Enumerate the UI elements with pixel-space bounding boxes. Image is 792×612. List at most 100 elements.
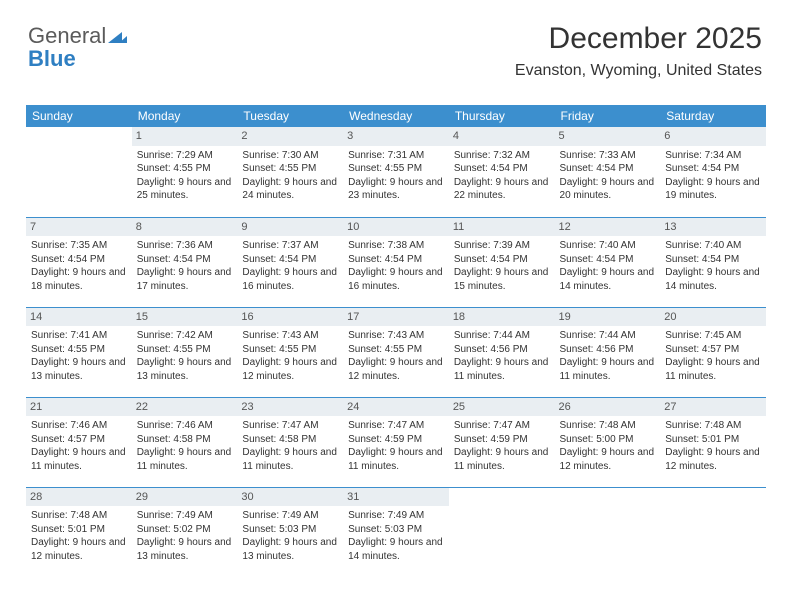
calendar-day-cell: 8Sunrise: 7:36 AMSunset: 4:54 PMDaylight…	[132, 217, 238, 307]
sunrise-text: Sunrise: 7:47 AM	[242, 419, 338, 433]
sunset-text: Sunset: 5:01 PM	[31, 523, 127, 537]
daylight-text: Daylight: 9 hours and 11 minutes.	[242, 446, 338, 473]
calendar-day-cell	[449, 487, 555, 577]
daylight-text: Daylight: 9 hours and 13 minutes.	[242, 536, 338, 563]
sunrise-text: Sunrise: 7:43 AM	[348, 329, 444, 343]
calendar-table: SundayMondayTuesdayWednesdayThursdayFrid…	[26, 105, 766, 577]
daylight-text: Daylight: 9 hours and 12 minutes.	[31, 536, 127, 563]
sunset-text: Sunset: 4:56 PM	[560, 343, 656, 357]
daylight-text: Daylight: 9 hours and 20 minutes.	[560, 176, 656, 203]
sunset-text: Sunset: 4:56 PM	[454, 343, 550, 357]
day-number: 30	[237, 488, 343, 507]
sunrise-text: Sunrise: 7:37 AM	[242, 239, 338, 253]
sunrise-text: Sunrise: 7:44 AM	[454, 329, 550, 343]
calendar-day-cell: 18 Sunrise: 7:44 AMSunset: 4:56 PMDayligh…	[449, 307, 555, 397]
day-number	[449, 488, 555, 492]
location-subtitle: Evanston, Wyoming, United States	[515, 62, 762, 80]
daylight-text: Daylight: 9 hours and 11 minutes.	[31, 446, 127, 473]
sunset-text: Sunset: 4:54 PM	[560, 253, 656, 267]
day-number: 12	[555, 218, 661, 237]
day-number: 22	[132, 398, 238, 417]
sunset-text: Sunset: 4:54 PM	[348, 253, 444, 267]
day-number: 25	[449, 398, 555, 417]
calendar-day-cell: 11Sunrise: 7:39 AMSunset: 4:54 PMDayligh…	[449, 217, 555, 307]
calendar-day-cell: 2Sunrise: 7:30 AMSunset: 4:55 PMDaylight…	[237, 127, 343, 217]
calendar-week-row: 14Sunrise: 7:41 AMSunset: 4:55 PMDayligh…	[26, 307, 766, 397]
daylight-text: Daylight: 9 hours and 12 minutes.	[560, 446, 656, 473]
sunrise-text: Sunrise: 7:45 AM	[665, 329, 761, 343]
sunset-text: Sunset: 4:54 PM	[454, 253, 550, 267]
day-number: 16	[237, 308, 343, 327]
calendar-day-cell: 17Sunrise: 7:43 AMSunset: 4:55 PMDayligh…	[343, 307, 449, 397]
day-number: 18	[449, 308, 555, 327]
calendar-day-cell: 6Sunrise: 7:34 AMSunset: 4:54 PMDaylight…	[660, 127, 766, 217]
calendar-day-cell: 29Sunrise: 7:49 AMSunset: 5:02 PMDayligh…	[132, 487, 238, 577]
daylight-text: Daylight: 9 hours and 14 minutes.	[560, 266, 656, 293]
day-number: 10	[343, 218, 449, 237]
sunrise-text: Sunrise: 7:44 AM	[560, 329, 656, 343]
sunrise-text: Sunrise: 7:32 AM	[454, 149, 550, 163]
day-header: Friday	[555, 105, 661, 127]
logo: General Blue	[28, 24, 127, 70]
sunset-text: Sunset: 5:01 PM	[665, 433, 761, 447]
day-number: 2	[237, 127, 343, 146]
sunset-text: Sunset: 4:55 PM	[242, 162, 338, 176]
day-number: 14	[26, 308, 132, 327]
sunrise-text: Sunrise: 7:31 AM	[348, 149, 444, 163]
page-title: December 2025	[515, 22, 762, 56]
calendar-week-row: 1Sunrise: 7:29 AMSunset: 4:55 PMDaylight…	[26, 127, 766, 217]
daylight-text: Daylight: 9 hours and 13 minutes.	[137, 536, 233, 563]
sunrise-text: Sunrise: 7:40 AM	[560, 239, 656, 253]
sunset-text: Sunset: 5:00 PM	[560, 433, 656, 447]
day-number: 5	[555, 127, 661, 146]
logo-text-2: Blue	[28, 46, 76, 71]
day-number: 7	[26, 218, 132, 237]
day-number: 20	[660, 308, 766, 327]
calendar-day-cell: 4 Sunrise: 7:32 AMSunset: 4:54 PMDaylight…	[449, 127, 555, 217]
calendar-day-cell: 15Sunrise: 7:42 AMSunset: 4:55 PMDayligh…	[132, 307, 238, 397]
daylight-text: Daylight: 9 hours and 22 minutes.	[454, 176, 550, 203]
sunset-text: Sunset: 4:54 PM	[454, 162, 550, 176]
daylight-text: Daylight: 9 hours and 17 minutes.	[137, 266, 233, 293]
calendar-day-cell: 26Sunrise: 7:48 AMSunset: 5:00 PMDayligh…	[555, 397, 661, 487]
sunset-text: Sunset: 4:59 PM	[454, 433, 550, 447]
day-number	[26, 127, 132, 131]
sunset-text: Sunset: 4:54 PM	[242, 253, 338, 267]
sunrise-text: Sunrise: 7:46 AM	[137, 419, 233, 433]
day-number: 3	[343, 127, 449, 146]
calendar-day-cell: 12 Sunrise: 7:40 AMSunset: 4:54 PMDayligh…	[555, 217, 661, 307]
calendar-day-cell	[555, 487, 661, 577]
sunrise-text: Sunrise: 7:29 AM	[137, 149, 233, 163]
calendar-day-cell: 7Sunrise: 7:35 AMSunset: 4:54 PMDaylight…	[26, 217, 132, 307]
day-number: 31	[343, 488, 449, 507]
day-number: 9	[237, 218, 343, 237]
daylight-text: Daylight: 9 hours and 11 minutes.	[454, 356, 550, 383]
daylight-text: Daylight: 9 hours and 16 minutes.	[242, 266, 338, 293]
calendar-day-cell: 14Sunrise: 7:41 AMSunset: 4:55 PMDayligh…	[26, 307, 132, 397]
day-number: 6	[660, 127, 766, 146]
calendar-day-cell	[660, 487, 766, 577]
sunset-text: Sunset: 4:57 PM	[31, 433, 127, 447]
calendar-day-cell: 9 Sunrise: 7:37 AMSunset: 4:54 PMDaylight…	[237, 217, 343, 307]
calendar-day-cell: 30Sunrise: 7:49 AMSunset: 5:03 PMDayligh…	[237, 487, 343, 577]
calendar-week-row: 28Sunrise: 7:48 AMSunset: 5:01 PMDayligh…	[26, 487, 766, 577]
calendar-day-cell: 23Sunrise: 7:47 AMSunset: 4:58 PMDayligh…	[237, 397, 343, 487]
day-number: 24	[343, 398, 449, 417]
daylight-text: Daylight: 9 hours and 25 minutes.	[137, 176, 233, 203]
sunrise-text: Sunrise: 7:33 AM	[560, 149, 656, 163]
title-block: December 2025 Evanston, Wyoming, United …	[515, 22, 762, 80]
logo-triangle-icon-2	[119, 36, 127, 43]
day-number: 4	[449, 127, 555, 146]
sunrise-text: Sunrise: 7:48 AM	[560, 419, 656, 433]
sunset-text: Sunset: 4:54 PM	[665, 162, 761, 176]
day-number	[555, 488, 661, 492]
calendar-day-cell: 25Sunrise: 7:47 AMSunset: 4:59 PMDayligh…	[449, 397, 555, 487]
sunrise-text: Sunrise: 7:40 AM	[665, 239, 761, 253]
sunset-text: Sunset: 4:54 PM	[560, 162, 656, 176]
daylight-text: Daylight: 9 hours and 15 minutes.	[454, 266, 550, 293]
sunset-text: Sunset: 4:54 PM	[665, 253, 761, 267]
calendar-day-cell: 1Sunrise: 7:29 AMSunset: 4:55 PMDaylight…	[132, 127, 238, 217]
day-header: Sunday	[26, 105, 132, 127]
calendar-day-cell: 22Sunrise: 7:46 AMSunset: 4:58 PMDayligh…	[132, 397, 238, 487]
day-number: 17	[343, 308, 449, 327]
